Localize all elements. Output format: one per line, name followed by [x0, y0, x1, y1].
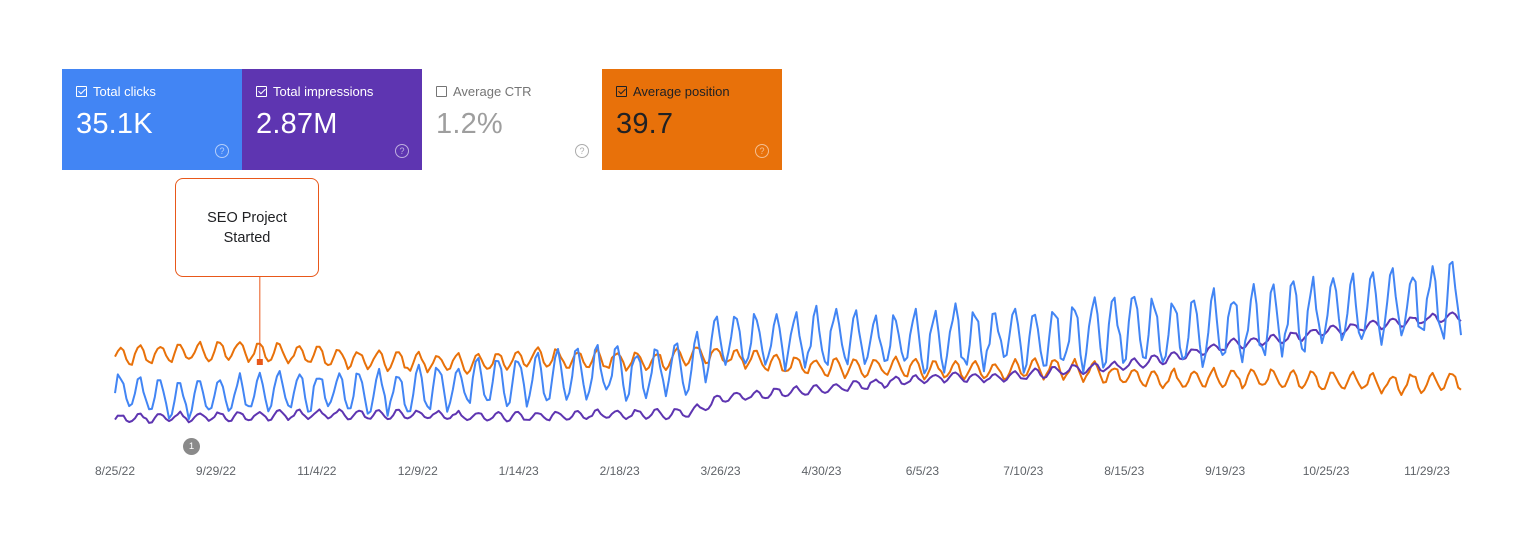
metric-label-row: Total clicks [76, 84, 242, 99]
x-tick-label: 10/25/23 [1303, 464, 1350, 478]
annotation-marker[interactable]: 1 [183, 438, 200, 455]
checkbox-icon[interactable] [616, 86, 627, 97]
x-tick-label: 3/26/23 [701, 464, 741, 478]
annotation-text: SEO Project Started [207, 209, 287, 246]
x-tick-label: 8/25/22 [95, 464, 135, 478]
checkbox-icon[interactable] [256, 86, 267, 97]
help-icon[interactable]: ? [395, 144, 409, 158]
metric-card-average-ctr[interactable]: Average CTR 1.2% ? [422, 69, 602, 170]
x-tick-label: 11/29/23 [1404, 464, 1450, 478]
metric-cards: Total clicks 35.1K ? Total impressions 2… [62, 69, 782, 170]
x-tick-label: 4/30/23 [801, 464, 841, 478]
help-icon[interactable]: ? [215, 144, 229, 158]
x-tick-label: 6/5/23 [906, 464, 940, 478]
x-tick-label: 1/14/23 [499, 464, 539, 478]
metric-label-row: Average position [616, 84, 782, 99]
checkbox-icon[interactable] [76, 86, 87, 97]
help-icon[interactable]: ? [575, 144, 589, 158]
metric-value: 35.1K [76, 108, 153, 140]
metric-card-total-impressions[interactable]: Total impressions 2.87M ? [242, 69, 422, 170]
x-tick-label: 7/10/23 [1003, 464, 1043, 478]
series-line-total-clicks [114, 260, 1462, 421]
x-tick-label: 9/29/22 [196, 464, 236, 478]
metric-value: 2.87M [256, 108, 338, 140]
annotation-callout: SEO Project Started [175, 178, 319, 277]
metric-label-row: Total impressions [256, 84, 422, 99]
x-tick-label: 9/19/23 [1205, 464, 1245, 478]
help-icon[interactable]: ? [755, 144, 769, 158]
metric-card-total-clicks[interactable]: Total clicks 35.1K ? [62, 69, 242, 170]
series-line-total-impressions [114, 311, 1462, 424]
checkbox-icon[interactable] [436, 86, 447, 97]
metric-label-row: Average CTR [436, 84, 602, 99]
metric-value: 1.2% [436, 108, 503, 140]
metric-value: 39.7 [616, 108, 674, 140]
series-line-average-position [114, 340, 1462, 396]
x-tick-label: 2/18/23 [600, 464, 640, 478]
x-tick-label: 8/15/23 [1104, 464, 1144, 478]
x-tick-label: 12/9/22 [398, 464, 438, 478]
metric-label: Average CTR [453, 84, 532, 99]
metric-card-average-position[interactable]: Average position 39.7 ? [602, 69, 782, 170]
metric-label: Average position [633, 84, 730, 99]
metric-label: Total impressions [273, 84, 374, 99]
metric-label: Total clicks [93, 84, 156, 99]
x-tick-label: 11/4/22 [297, 464, 336, 478]
annotation-point [256, 359, 263, 365]
